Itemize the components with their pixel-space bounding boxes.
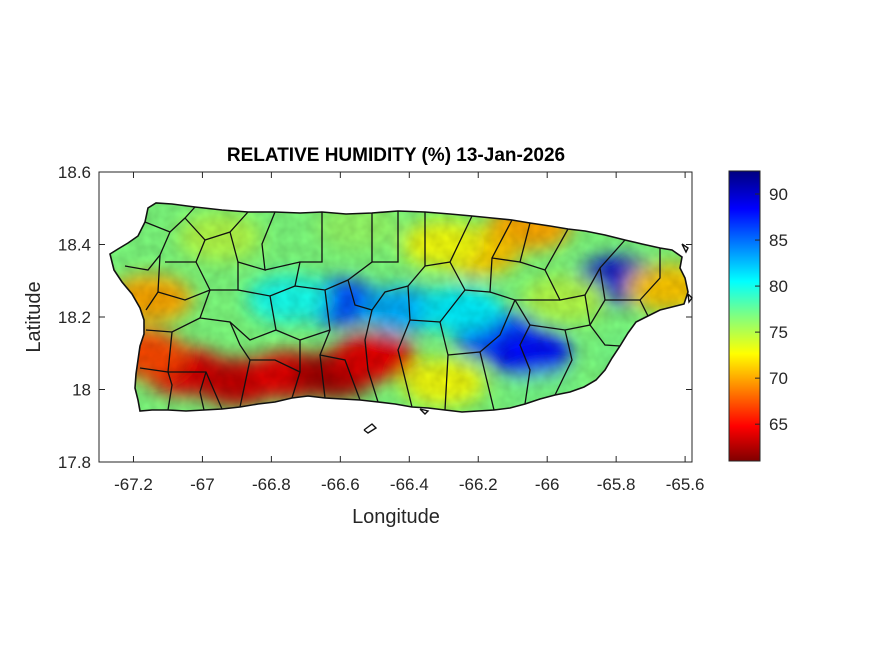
municipality-border	[199, 371, 207, 411]
municipality-border	[299, 329, 331, 341]
municipality-border	[319, 289, 331, 399]
municipality-border	[145, 289, 211, 333]
y-axis-label: Latitude	[23, 281, 45, 352]
x-tick-label: -65.6	[666, 475, 705, 494]
x-tick-label: -67.2	[114, 475, 153, 494]
colorbar-ticks: 65 70 75 80 85 90	[755, 185, 788, 434]
municipality-border	[167, 371, 173, 411]
municipality-border	[479, 299, 516, 353]
x-tick-label: -66.4	[390, 475, 429, 494]
municipality-border	[489, 291, 531, 405]
x-axis-label: Longitude	[352, 506, 440, 528]
island-layer	[109, 202, 693, 434]
colorbar-tick-label: 75	[769, 323, 788, 342]
y-tick-label: 18.4	[58, 236, 91, 255]
x-tick-label: -66	[535, 475, 560, 494]
colorbar-tick-label: 65	[769, 415, 788, 434]
colorbar-gradient	[728, 170, 761, 462]
texture-overlay	[110, 203, 688, 412]
y-tick-label: 18.6	[58, 163, 91, 182]
x-tick-label: -67	[190, 475, 215, 494]
y-tick-label: 18	[72, 381, 91, 400]
y-axis: 17.8 18 18.2 18.4 18.6	[58, 163, 692, 472]
municipality-border	[584, 294, 591, 326]
municipality-border	[589, 324, 621, 347]
municipality-border	[157, 289, 211, 301]
municipality-border	[605, 248, 661, 301]
municipality-border	[319, 354, 361, 401]
municipality-border	[195, 261, 239, 291]
y-tick-label: 18.2	[58, 308, 91, 327]
islet-outline	[681, 243, 689, 254]
municipality-border	[264, 261, 301, 271]
municipality-border	[639, 299, 649, 317]
municipality-border	[554, 329, 573, 396]
municipality-border	[165, 217, 206, 263]
x-axis: -67.2 -67 -66.8 -66.6 -66.4 -66.2 -66 -65.8 -65.…	[114, 172, 704, 494]
islet-outline	[419, 408, 430, 415]
islets	[363, 243, 693, 434]
island-outline	[109, 202, 689, 413]
municipality-border	[124, 231, 171, 271]
chart-title: RELATIVE HUMIDITY (%) 13-Jan-2026	[227, 145, 565, 166]
y-tick-label: 17.8	[58, 453, 91, 472]
municipality-border	[372, 211, 399, 263]
colorbar-tick-label: 90	[769, 185, 788, 204]
municipality-border	[144, 206, 196, 233]
x-tick-label: -65.8	[597, 475, 636, 494]
x-tick-label: -66.8	[252, 475, 291, 494]
colorbar: 65 70 75 80 85 90	[728, 170, 788, 462]
municipality-border	[229, 321, 277, 341]
x-tick-label: -66.2	[459, 475, 498, 494]
municipality-border	[250, 359, 301, 373]
x-tick-label: -66.6	[321, 475, 360, 494]
municipality-border	[364, 309, 379, 403]
islet-outline	[687, 293, 693, 304]
colorbar-tick-label: 80	[769, 277, 788, 296]
municipality-border	[397, 285, 413, 408]
islet-outline	[363, 423, 378, 434]
municipality-borders	[124, 206, 661, 411]
municipality-border	[237, 212, 323, 297]
municipality-border	[199, 317, 251, 408]
colorbar-tick-label: 70	[769, 369, 788, 388]
colorbar-tick-label: 85	[769, 231, 788, 250]
